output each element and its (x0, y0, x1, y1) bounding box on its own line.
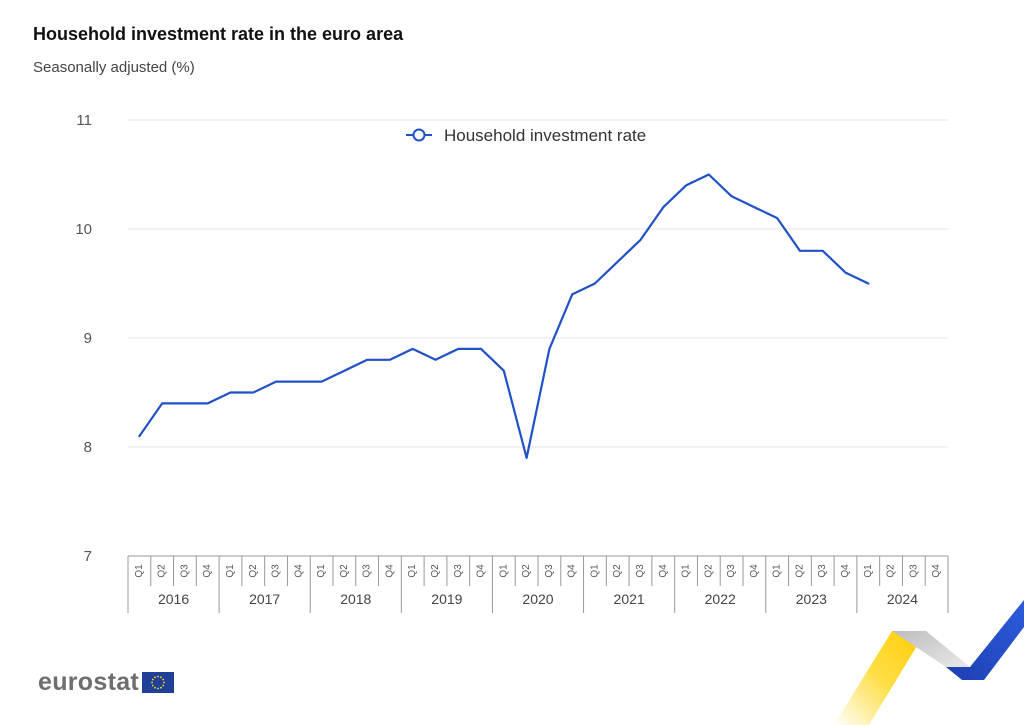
x-tick-year-label: 2016 (158, 591, 189, 607)
x-tick-quarter-label: Q4 (293, 564, 304, 578)
data-point[interactable] (433, 357, 439, 363)
x-tick-quarter-label: Q2 (430, 564, 441, 578)
gridlines (128, 119, 948, 448)
eu-flag-icon (142, 672, 175, 693)
data-point[interactable] (364, 357, 370, 363)
x-tick-quarter-label: Q1 (407, 564, 418, 578)
data-point[interactable] (273, 379, 279, 385)
data-point[interactable] (706, 172, 712, 178)
x-tick-quarter-label: Q4 (202, 564, 213, 578)
x-tick-quarter-label: Q2 (612, 564, 623, 578)
x-tick-quarter-label: Q3 (453, 564, 464, 578)
data-point[interactable] (159, 400, 165, 406)
x-tick-quarter-label: Q1 (498, 564, 509, 578)
y-tick-label: 11 (76, 112, 92, 129)
data-point[interactable] (524, 455, 530, 461)
data-point[interactable] (410, 346, 416, 352)
y-tick-label: 7 (84, 548, 92, 565)
x-tick-year-label: 2023 (796, 591, 827, 607)
x-tick-quarter-label: Q1 (863, 564, 874, 578)
x-tick-quarter-label: Q4 (384, 564, 395, 578)
x-tick-quarter-label: Q4 (476, 564, 487, 578)
data-point[interactable] (865, 281, 871, 287)
data-point[interactable] (638, 237, 644, 243)
x-tick-quarter-label: Q1 (681, 564, 692, 578)
data-point[interactable] (478, 346, 484, 352)
brand-chevron-decoration (834, 600, 1024, 725)
x-tick-year-label: 2024 (887, 591, 918, 607)
x-tick-year-label: 2018 (340, 591, 371, 607)
data-point[interactable] (683, 182, 689, 188)
x-tick-quarter-label: Q2 (886, 564, 897, 578)
x-tick-quarter-label: Q4 (931, 564, 942, 578)
data-point[interactable] (797, 248, 803, 254)
data-point[interactable] (820, 248, 826, 254)
x-tick-quarter-label: Q3 (817, 564, 828, 578)
data-point[interactable] (136, 433, 142, 439)
legend-label: Household investment rate (444, 126, 646, 145)
chart-subtitle: Seasonally adjusted (%) (33, 59, 195, 76)
data-point[interactable] (228, 390, 234, 396)
x-tick-year-label: 2019 (431, 591, 462, 607)
x-tick-quarter-label: Q1 (316, 564, 327, 578)
data-point[interactable] (569, 291, 575, 297)
data-point[interactable] (387, 357, 393, 363)
y-tick-label: 9 (84, 330, 92, 347)
data-point[interactable] (660, 204, 666, 210)
data-point[interactable] (250, 390, 256, 396)
data-point[interactable] (205, 400, 211, 406)
x-tick-quarter-label: Q3 (908, 564, 919, 578)
x-tick-year-label: 2022 (705, 591, 736, 607)
x-tick-quarter-label: Q3 (544, 564, 555, 578)
data-point[interactable] (843, 270, 849, 276)
x-tick-quarter-label: Q3 (362, 564, 373, 578)
x-tick-quarter-label: Q4 (840, 564, 851, 578)
x-tick-quarter-label: Q4 (658, 564, 669, 578)
data-point[interactable] (341, 368, 347, 374)
x-tick-quarter-label: Q4 (567, 564, 578, 578)
data-point[interactable] (729, 193, 735, 199)
x-tick-quarter-label: Q2 (703, 564, 714, 578)
y-tick-label: 10 (75, 221, 92, 238)
data-point[interactable] (592, 281, 598, 287)
logo-text: eurostat (38, 668, 140, 696)
x-tick-year-label: 2017 (249, 591, 280, 607)
x-tick-quarter-label: Q2 (157, 564, 168, 578)
x-tick-quarter-label: Q3 (726, 564, 737, 578)
x-tick-year-label: 2021 (614, 591, 645, 607)
x-tick-year-label: 2020 (522, 591, 553, 607)
x-tick-quarter-label: Q1 (225, 564, 236, 578)
data-point[interactable] (319, 379, 325, 385)
x-tick-quarter-label: Q1 (589, 564, 600, 578)
legend-circle-icon (412, 128, 426, 142)
data-point[interactable] (182, 400, 188, 406)
data-point[interactable] (455, 346, 461, 352)
y-tick-label: 8 (84, 439, 92, 456)
data-point[interactable] (751, 204, 757, 210)
x-tick-quarter-label: Q3 (635, 564, 646, 578)
x-tick-quarter-label: Q1 (134, 564, 145, 578)
x-tick-quarter-label: Q3 (179, 564, 190, 578)
series-line (136, 172, 871, 461)
data-point[interactable] (774, 215, 780, 221)
y-axis-ticks: 7 8 9 10 11 (75, 112, 92, 565)
x-axis: Q1 Q2 Q3 Q4 2016 Q1 Q2 Q3 Q4 2017 Q1 Q2 Q3 Q4 2018 Q1 Q2… (127, 555, 949, 613)
legend[interactable]: Household investment rate (406, 126, 646, 145)
data-point[interactable] (615, 259, 621, 265)
x-tick-quarter-label: Q2 (248, 564, 259, 578)
data-point[interactable] (501, 368, 507, 374)
data-point[interactable] (296, 379, 302, 385)
chart-title: Household investment rate in the euro ar… (33, 24, 404, 44)
x-tick-quarter-label: Q2 (339, 564, 350, 578)
data-point[interactable] (546, 346, 552, 352)
eurostat-logo: eurostat (38, 668, 175, 697)
series-path (138, 173, 870, 459)
x-tick-quarter-label: Q1 (772, 564, 783, 578)
x-tick-quarter-label: Q2 (521, 564, 532, 578)
x-tick-quarter-label: Q3 (271, 564, 282, 578)
x-tick-quarter-label: Q2 (794, 564, 805, 578)
x-tick-quarter-label: Q4 (749, 564, 760, 578)
